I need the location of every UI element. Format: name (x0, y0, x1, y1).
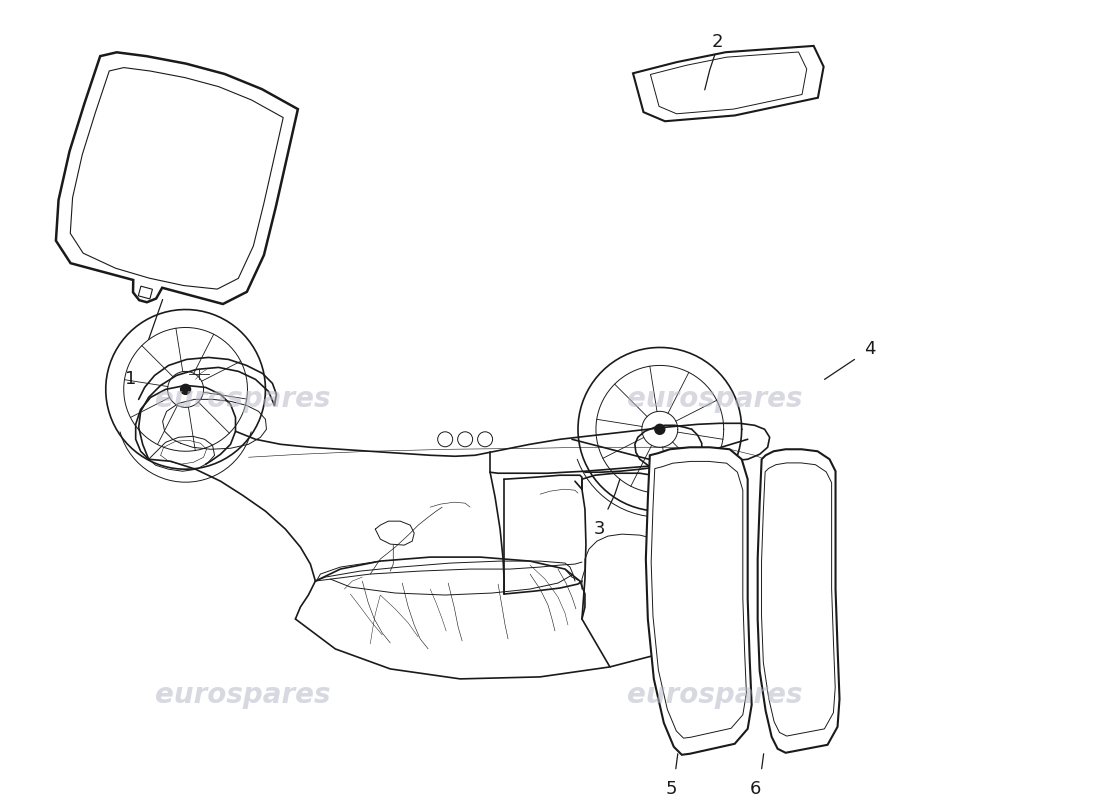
Text: 2: 2 (712, 33, 724, 51)
Text: 4: 4 (864, 341, 876, 358)
Circle shape (180, 384, 190, 394)
Polygon shape (632, 46, 824, 122)
Polygon shape (646, 447, 751, 754)
Text: 3: 3 (594, 520, 606, 538)
Text: 5: 5 (667, 780, 678, 798)
Text: eurospares: eurospares (155, 681, 330, 709)
Text: eurospares: eurospares (627, 681, 803, 709)
Text: eurospares: eurospares (627, 386, 803, 414)
Polygon shape (758, 450, 839, 753)
Polygon shape (139, 286, 153, 299)
Polygon shape (56, 52, 298, 304)
Circle shape (654, 424, 664, 434)
Text: 6: 6 (750, 780, 761, 798)
Text: 1: 1 (125, 370, 136, 388)
Text: eurospares: eurospares (155, 386, 330, 414)
